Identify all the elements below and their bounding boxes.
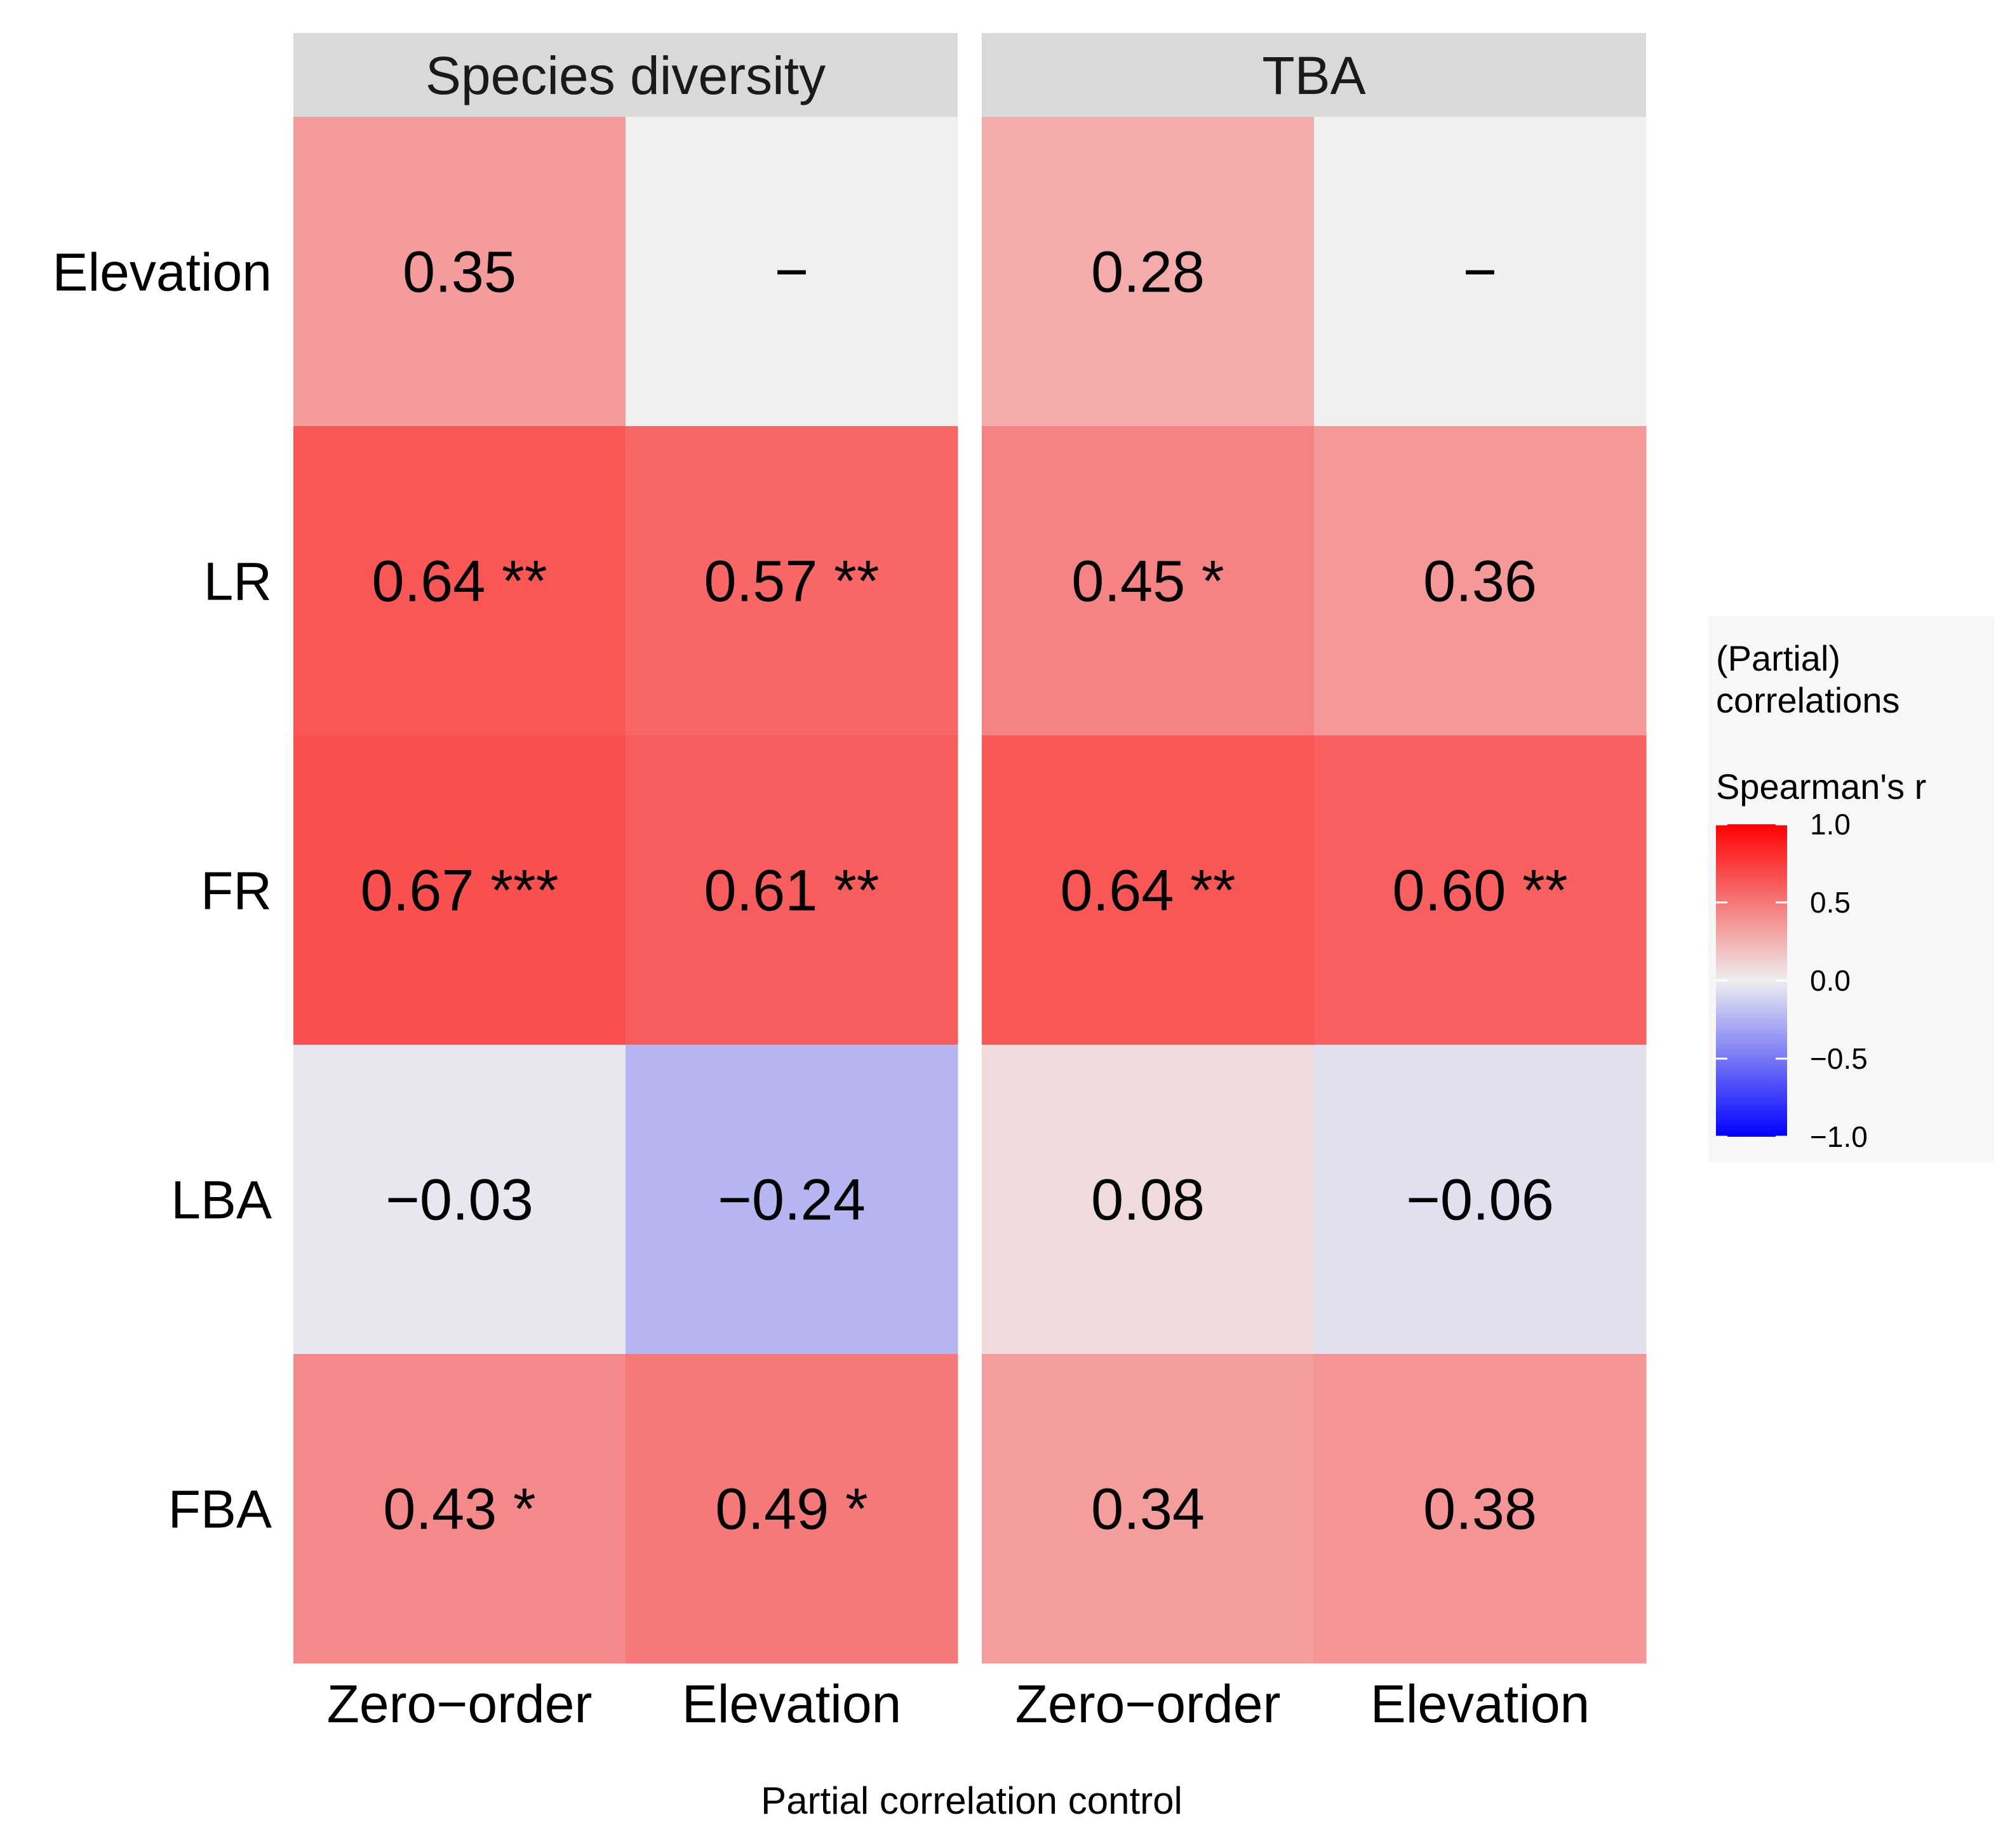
heatmap-panels: Species diversity 0.35 − 0.64 ** 0.57 ** 0.67…: [293, 33, 1647, 1664]
heatmap-cell: [626, 1045, 958, 1355]
cell-label: 0.64 **: [372, 549, 547, 614]
cell-label: 0.64 **: [1060, 859, 1235, 923]
column-labels: Zero−order Elevation Zero−order Elevation: [327, 1674, 1590, 1734]
cell-label: −: [1463, 240, 1497, 305]
cell-label: −0.24: [718, 1168, 866, 1233]
heatmap-cell: [293, 1045, 626, 1355]
column-label: Elevation: [1370, 1674, 1590, 1734]
legend-tick-label: 1.0: [1810, 808, 1851, 841]
heatmap-cell: [626, 735, 958, 1045]
legend-title: Spearman's r: [1716, 767, 1926, 807]
panel-strip: [982, 33, 1646, 117]
legend-tick-label: 0.0: [1810, 964, 1851, 997]
heatmap-cell: [982, 735, 1315, 1045]
cell-label: 0.57 **: [704, 549, 879, 614]
row-label: LBA: [171, 1170, 272, 1230]
cell-label: 0.08: [1091, 1168, 1205, 1233]
heatmap-cell: [293, 117, 626, 427]
row-label: FBA: [168, 1480, 272, 1539]
color-legend: (Partial)correlations Spearman's r1.0 0.5 0…: [1708, 616, 1994, 1162]
cell-label: −0.03: [385, 1168, 533, 1233]
heatmap-cell: [1314, 426, 1647, 736]
column-label: Zero−order: [1015, 1674, 1281, 1734]
heatmap-cell: [982, 426, 1315, 736]
heatmap-cell: [1314, 1045, 1647, 1355]
heatmap-cell: [982, 1045, 1315, 1355]
column-label: Zero−order: [327, 1674, 593, 1734]
panel-1: Species diversity 0.35 − 0.64 ** 0.57 ** 0.67…: [293, 33, 958, 1664]
cell-label: 0.36: [1423, 549, 1537, 614]
row-label: Elevation: [52, 243, 272, 302]
panel-2: TBA 0.28 − 0.45 * 0.36 0.64 ** 0.60 ** 0.08 −0.0…: [982, 33, 1647, 1664]
cell-label: 0.28: [1091, 240, 1205, 305]
row-labels: Elevation LR FR LBA FBA: [52, 243, 272, 1539]
heatmap-cell: [1314, 1354, 1647, 1664]
cell-label: 0.61 **: [704, 859, 879, 923]
row-label: FR: [201, 861, 272, 921]
heatmap-cell: [1314, 735, 1647, 1045]
heatmap-cell: [293, 1354, 626, 1664]
heatmap-cell: [1314, 117, 1647, 427]
cell-label: 0.34: [1091, 1477, 1205, 1542]
legend-title: correlations: [1716, 680, 1899, 720]
heatmap-cell: [982, 1354, 1315, 1664]
cell-label: 0.35: [403, 240, 516, 305]
cell-label: 0.49 *: [715, 1477, 868, 1542]
heatmap-cell: [293, 426, 626, 736]
cell-label: 0.60 **: [1392, 859, 1567, 923]
panel-title: Species diversity: [425, 46, 826, 105]
heatmap-cell: [293, 735, 626, 1045]
legend-title: (Partial): [1716, 638, 1840, 678]
legend-tick-label: 0.5: [1810, 886, 1851, 919]
cell-label: 0.67 ***: [360, 859, 558, 923]
cell-label: −: [775, 240, 809, 305]
x-axis-title: Partial correlation control: [761, 1779, 1182, 1822]
heatmap-cell: [982, 117, 1315, 427]
cell-label: −0.06: [1406, 1168, 1554, 1233]
legend-colorbar: [1716, 824, 1787, 1137]
legend-tick-label: −1.0: [1810, 1120, 1868, 1153]
heatmap-cell: [626, 1354, 958, 1664]
row-label: LR: [204, 552, 272, 612]
cell-label: 0.43 *: [383, 1477, 535, 1542]
heatmap-cell: [626, 426, 958, 736]
legend-tick-label: −0.5: [1810, 1042, 1868, 1075]
panel-strip: [293, 33, 958, 117]
column-label: Elevation: [682, 1674, 902, 1734]
panel-title: TBA: [1262, 46, 1365, 105]
cell-label: 0.45 *: [1071, 549, 1224, 614]
heatmap-cell: [626, 117, 958, 427]
cell-label: 0.38: [1423, 1477, 1537, 1542]
